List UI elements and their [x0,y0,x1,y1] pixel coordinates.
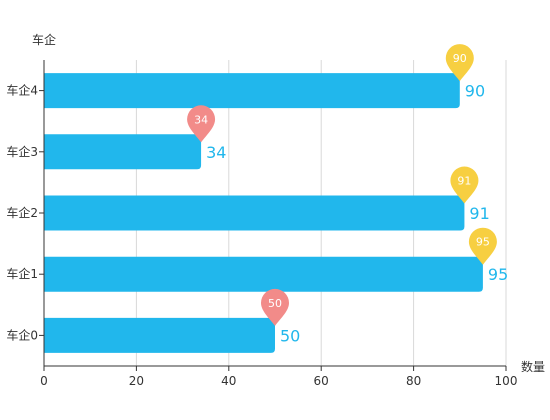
pin-marker [450,166,479,204]
pin-marker-label: 90 [453,52,467,65]
pin-marker [468,227,497,265]
x-axis-title: 数量 [521,359,545,374]
bar [44,317,275,353]
x-tick-label: 60 [314,374,329,388]
bar [44,195,465,231]
y-tick-label: 车企4 [6,83,38,98]
pin-marker [187,105,216,143]
value-label: 95 [488,265,508,284]
pin-marker [445,44,474,82]
y-tick-label: 车企1 [6,266,38,281]
pin-marker-label: 34 [194,113,208,126]
bars [44,73,483,353]
labels: 50 50 95 95 91 91 34 34 90 90 [187,44,508,345]
value-label: 34 [206,143,226,162]
value-label: 50 [280,326,300,345]
pin-marker-label: 95 [476,236,490,249]
x-tick-label: 40 [221,374,236,388]
y-tick-label: 车企0 [6,327,38,342]
x-tick-label: 100 [495,374,518,388]
x-tick-label: 20 [129,374,144,388]
value-label: 91 [469,204,489,223]
pin-marker [261,288,289,326]
bar [44,256,483,292]
y-tick-label: 车企3 [6,144,38,159]
x-tick-label: 80 [406,374,421,388]
x-tick-label: 0 [40,374,48,388]
pin-marker-label: 91 [457,175,471,188]
bar [44,73,460,109]
bar [44,134,202,170]
y-tick-label: 车企2 [6,205,38,220]
axes: 0 20 40 60 80 100 车企0 车企1 车企2 车企3 车企4 [6,60,517,388]
pin-marker-label: 50 [268,297,282,310]
value-label: 90 [465,82,485,101]
y-axis-title: 车企 [32,32,56,47]
